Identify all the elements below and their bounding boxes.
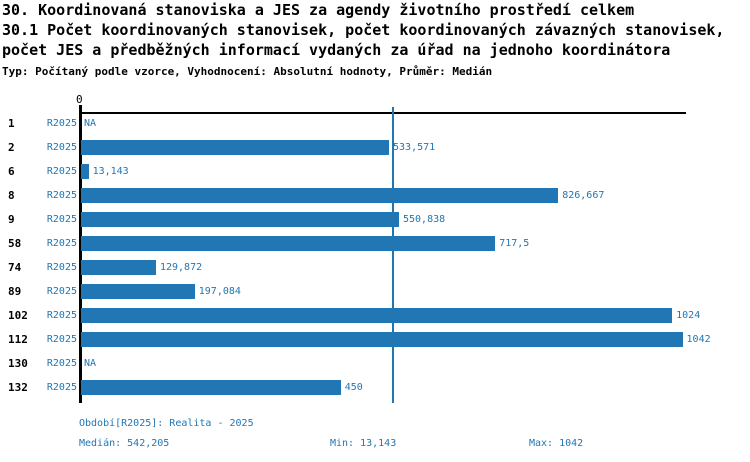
bar (81, 164, 89, 179)
value-label: 1042 (686, 333, 711, 345)
row-id-label: 2 (8, 141, 15, 154)
series-period-label: R2025 (46, 286, 77, 297)
bar (81, 236, 496, 251)
value-label: 13,143 (92, 165, 129, 177)
value-label: 550,838 (402, 213, 446, 225)
bar (81, 140, 390, 155)
row-id-label: 6 (8, 165, 15, 178)
median-reference-line (392, 107, 394, 403)
series-period-label: R2025 (46, 142, 77, 153)
bar (81, 212, 399, 227)
series-period-label: R2025 (46, 358, 77, 369)
value-label: 129,872 (159, 261, 203, 273)
series-period-label: R2025 (46, 238, 77, 249)
chart-title-line1: 30. Koordinovaná stanoviska a JES za age… (2, 1, 635, 19)
row-id-label: 8 (8, 189, 15, 202)
value-label: 197,084 (198, 285, 241, 297)
footer-median-label: Medián: 542,205 (79, 438, 170, 449)
x-axis-zero-tick-label: 0 (76, 93, 83, 106)
value-label: NA (84, 117, 97, 129)
value-label: 717,5 (499, 237, 530, 249)
footer-max-label: Max: 1042 (529, 438, 584, 449)
row-id-label: 1 (8, 117, 15, 130)
chart-title-line3: počet JES a předběžných informací vydaný… (2, 41, 671, 59)
value-label: 450 (344, 381, 363, 393)
chart-title-line2: 30.1 Počet koordinovaných stanovisek, po… (2, 21, 725, 39)
series-period-label: R2025 (46, 334, 77, 345)
y-axis-line (79, 105, 82, 403)
series-period-label: R2025 (46, 310, 77, 321)
x-axis-line (79, 112, 686, 114)
row-id-label: 102 (8, 309, 28, 322)
bar (81, 260, 156, 275)
row-id-label: 112 (8, 333, 28, 346)
series-period-label: R2025 (46, 190, 77, 201)
bar (81, 188, 559, 203)
value-label: NA (84, 357, 97, 369)
row-id-label: 9 (8, 213, 15, 226)
series-period-label: R2025 (46, 262, 77, 273)
series-period-label: R2025 (46, 118, 77, 129)
row-id-label: 132 (8, 381, 28, 394)
footer-period-label: Období[R2025]: Realita - 2025 (79, 418, 254, 429)
row-id-label: 74 (8, 261, 22, 274)
bar (81, 308, 673, 323)
chart-subtitle: Typ: Počítaný podle vzorce, Vyhodnocení:… (2, 65, 493, 78)
value-label: 826,667 (562, 189, 605, 201)
row-id-label: 58 (8, 237, 22, 250)
series-period-label: R2025 (46, 214, 77, 225)
row-id-label: 130 (8, 357, 28, 370)
bar (81, 284, 195, 299)
bar (81, 380, 341, 395)
row-id-label: 89 (8, 285, 22, 298)
footer-min-label: Min: 13,143 (330, 438, 397, 449)
series-period-label: R2025 (46, 382, 77, 393)
series-period-label: R2025 (46, 166, 77, 177)
value-label: 533,571 (393, 141, 436, 153)
value-label: 1024 (676, 309, 701, 321)
bar (81, 332, 683, 347)
